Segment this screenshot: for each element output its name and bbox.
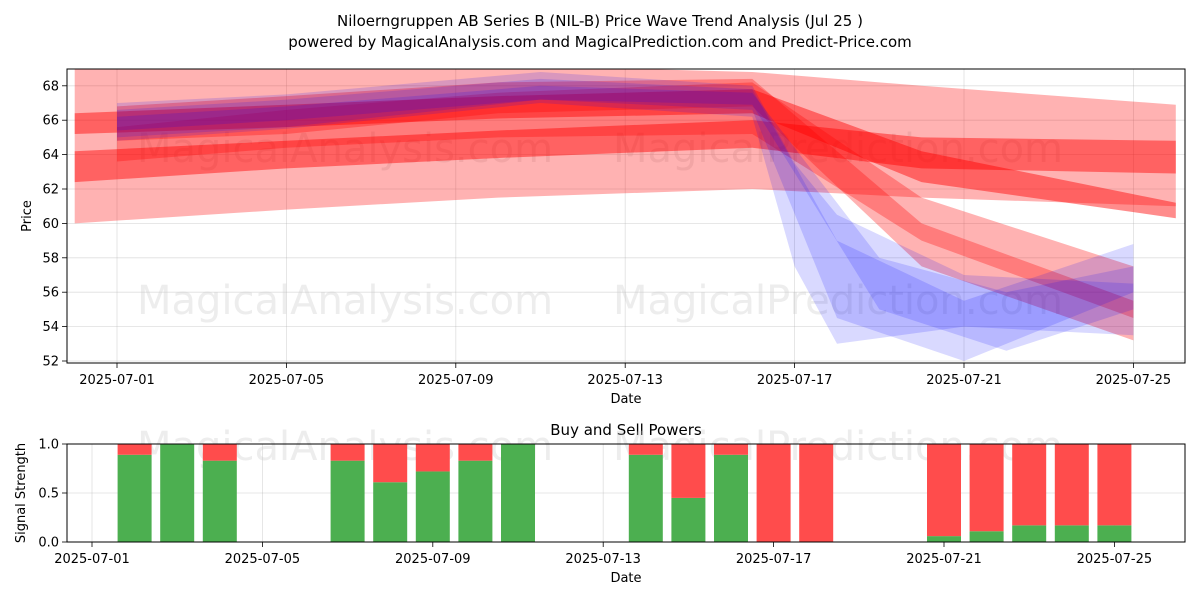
power-y-label: Signal Strength	[14, 443, 29, 543]
sell-bar	[671, 444, 706, 498]
sell-bar	[1054, 444, 1089, 526]
price-y-tick-label: 52	[42, 355, 59, 370]
blue-wave-band	[117, 72, 1134, 344]
buy-bar	[458, 460, 493, 542]
price-x-tick-label: 2025-07-17	[757, 373, 833, 388]
power-x-label: Date	[610, 571, 641, 586]
price-y-tick-label: 60	[42, 217, 59, 232]
sell-bar	[799, 444, 834, 542]
red-wave-band	[74, 89, 1176, 219]
watermark-top-4: MagicalPrediction.com	[613, 278, 1063, 324]
price-x-tick-label: 2025-07-05	[249, 373, 325, 388]
sell-bar	[202, 444, 237, 461]
sell-bar	[330, 444, 365, 461]
price-y-tick-label: 64	[42, 148, 59, 163]
price-bands	[74, 69, 1176, 362]
sell-bar	[628, 444, 663, 455]
price-x-tick-label: 2025-07-21	[926, 373, 1002, 388]
watermark-top: MagicalAnalysis.com MagicalPrediction.co…	[137, 126, 1063, 324]
power-y-tick-label: 0.0	[38, 536, 59, 551]
price-gridlines	[67, 69, 1185, 363]
price-y-tick-label: 66	[42, 114, 59, 129]
sell-bar	[1012, 444, 1047, 526]
power-x-tick-label: 2025-07-13	[565, 552, 641, 567]
sell-bar	[117, 444, 152, 455]
buy-bar	[671, 497, 706, 542]
power-y-tick-label: 1.0	[38, 438, 59, 453]
red-wave-band	[74, 69, 1176, 224]
sell-bar	[714, 444, 748, 455]
red-wave-band	[117, 78, 1134, 341]
price-y-tick-label: 54	[42, 320, 59, 335]
price-y-label: Price	[20, 200, 35, 232]
power-x-axis: 2025-07-01 2025-07-05 2025-07-09 2025-07-13…	[54, 542, 1152, 567]
price-y-tick-label: 68	[42, 79, 59, 94]
price-y-tick-label: 58	[42, 251, 59, 266]
power-x-tick-label: 2025-07-09	[395, 552, 471, 567]
price-panel: MagicalAnalysis.com MagicalPrediction.co…	[20, 68, 1186, 407]
buy-bar	[160, 444, 195, 542]
sell-bar	[458, 444, 493, 461]
watermark-top-1: MagicalAnalysis.com	[137, 126, 553, 172]
price-y-tick-label: 62	[42, 183, 59, 198]
power-y-axis: 0.0 0.5 1.0	[38, 438, 67, 551]
power-x-tick-label: 2025-07-25	[1077, 552, 1153, 567]
buy-bar	[714, 454, 748, 542]
power-panel-title: Buy and Sell Powers	[550, 421, 702, 439]
price-y-tick-label: 56	[42, 286, 59, 301]
power-bars	[117, 444, 1132, 542]
power-x-tick-label: 2025-07-05	[225, 552, 301, 567]
buy-bar	[202, 460, 237, 542]
buy-bar	[1012, 525, 1047, 542]
power-panel: Buy and Sell Powers MagicalAnalysis.com …	[14, 421, 1186, 586]
price-x-axis: 2025-07-01 2025-07-05 2025-07-09 2025-07-13…	[79, 363, 1171, 388]
price-x-tick-label: 2025-07-01	[79, 373, 155, 388]
price-x-tick-label: 2025-07-09	[418, 373, 494, 388]
price-y-axis: 52 54 56 58 60 62 64 66 68	[42, 79, 67, 370]
red-wave-band	[117, 82, 1134, 319]
price-x-tick-label: 2025-07-13	[587, 373, 663, 388]
sell-bar	[373, 444, 408, 483]
sell-bar	[969, 444, 1004, 532]
buy-bar	[373, 482, 408, 542]
buy-bar	[330, 460, 365, 542]
watermark-top-3: MagicalAnalysis.com	[137, 278, 553, 324]
price-x-label: Date	[610, 392, 641, 407]
buy-bar	[117, 454, 152, 542]
watermark-top-2: MagicalPrediction.com	[613, 126, 1063, 172]
blue-wave-band	[117, 78, 1134, 362]
buy-bar	[415, 471, 450, 542]
price-plot-frame	[66, 68, 1186, 364]
blue-wave-band	[117, 85, 1134, 351]
buy-bar	[969, 531, 1004, 542]
red-wave-band	[74, 120, 1176, 183]
buy-bar	[1097, 525, 1132, 542]
buy-bar	[501, 444, 535, 542]
sell-bar	[927, 444, 961, 537]
power-x-tick-label: 2025-07-21	[906, 552, 982, 567]
price-x-tick-label: 2025-07-25	[1096, 373, 1172, 388]
buy-bar	[927, 536, 961, 542]
chart-title-line2: powered by MagicalAnalysis.com and Magic…	[288, 33, 912, 51]
sell-bar	[415, 444, 450, 472]
power-y-tick-label: 0.5	[38, 487, 59, 502]
buy-bar	[1054, 525, 1089, 542]
buy-bar	[628, 454, 663, 542]
power-x-tick-label: 2025-07-17	[736, 552, 812, 567]
power-x-tick-label: 2025-07-01	[54, 552, 130, 567]
sell-bar	[756, 444, 791, 542]
sell-bar	[1097, 444, 1132, 526]
chart-title-line1: Niloerngruppen AB Series B (NIL-B) Price…	[337, 12, 863, 30]
